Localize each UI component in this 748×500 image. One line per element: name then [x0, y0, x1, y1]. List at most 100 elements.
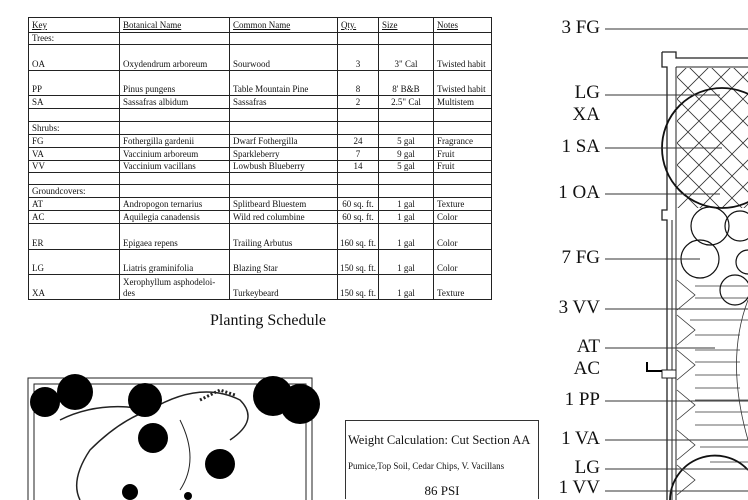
cell-size: 2.5" Cal: [378, 95, 434, 109]
plan-label: 1 SA: [561, 136, 600, 157]
table-row: SA Sassafras albidum Sassafras 2 2.5" Cal Mul…: [28, 95, 492, 109]
table-row: AC Aquilegia canadensis Wild red columbine…: [28, 210, 492, 224]
cell-size: 1 gal: [378, 210, 434, 224]
section-label: Trees:: [28, 32, 120, 45]
empty-cell: [433, 184, 492, 198]
section-row: Groundcovers:: [28, 184, 492, 198]
cell-notes: Color: [433, 223, 492, 250]
table-row: ER Epigaea repens Trailing Arbutus 160 sq. …: [28, 223, 492, 250]
cell-common-name: Trailing Arbutus: [229, 223, 338, 250]
plan-label: AT: [576, 336, 600, 357]
section-label: Groundcovers:: [28, 184, 120, 198]
cell-qty: 7: [337, 147, 379, 161]
plan-label: LG: [574, 82, 600, 103]
cell-common-name: Dwarf Fothergilla: [229, 134, 338, 148]
cell-size: 8' B&B: [378, 70, 434, 96]
empty-cell: [229, 121, 338, 135]
col-common: Common Name: [229, 17, 338, 33]
blank-row: [28, 108, 492, 122]
cell-botanical-name: Fothergilla gardenii: [119, 134, 230, 148]
cell-qty: 3: [337, 44, 379, 71]
cut-section-drawing: [605, 28, 748, 500]
cell-notes: Texture: [433, 197, 492, 211]
cell-key: PP: [28, 70, 120, 96]
cell-qty: 14: [337, 160, 379, 173]
cell-key: VV: [28, 160, 120, 173]
table-row: PP Pinus pungens Table Mountain Pine 8 8' B&…: [28, 70, 492, 96]
cell-size: 1 gal: [378, 197, 434, 211]
cell-key: OA: [28, 44, 120, 71]
cell-size: 1 gal: [378, 274, 434, 300]
cell-notes: Fragrance: [433, 134, 492, 148]
empty-cell: [119, 108, 230, 122]
cell-notes: Multistem: [433, 95, 492, 109]
cell-size: 1 gal: [378, 223, 434, 250]
cell-botanical-name: Vaccinium vacillans: [119, 160, 230, 173]
table-row: LG Liatris graminifolia Blazing Star 150 sq…: [28, 249, 492, 275]
schedule-caption: Planting Schedule: [210, 312, 326, 329]
cell-key: SA: [28, 95, 120, 109]
cell-common-name: Splitbeard Bluestem: [229, 197, 338, 211]
weight-title: Weight Calculation: Cut Section AA: [348, 433, 531, 447]
cell-size: 5 gal: [378, 160, 434, 173]
cell-notes: Texture: [433, 274, 492, 300]
cell-key: XA: [28, 274, 120, 300]
cell-botanical-name: Xerophyllum asphodeloi-des: [119, 274, 230, 300]
cell-common-name: Sourwood: [229, 44, 338, 71]
cell-common-name: Turkeybeard: [229, 274, 338, 300]
section-row: Shrubs:: [28, 121, 492, 135]
cell-common-name: Blazing Star: [229, 249, 338, 275]
cell-notes: Twisted habit: [433, 70, 492, 96]
cell-qty: 60 sq. ft.: [337, 210, 379, 224]
plan-label: 1 VA: [561, 428, 600, 449]
empty-cell: [433, 108, 492, 122]
plan-label: 1 OA: [558, 182, 600, 203]
empty-cell: [229, 184, 338, 198]
plan-label: 7 FG: [561, 247, 600, 268]
section-row: Trees:: [28, 32, 492, 45]
cell-qty: 24: [337, 134, 379, 148]
cell-qty: 60 sq. ft.: [337, 197, 379, 211]
table-row: FG Fothergilla gardenii Dwarf Fothergilla 2…: [28, 134, 492, 148]
cell-botanical-name: Epigaea repens: [119, 223, 230, 250]
empty-cell: [337, 172, 379, 185]
cell-botanical-name: Pinus pungens: [119, 70, 230, 96]
cell-notes: Color: [433, 210, 492, 224]
cell-key: LG: [28, 249, 120, 275]
cell-common-name: Wild red columbine: [229, 210, 338, 224]
cell-common-name: Sparkleberry: [229, 147, 338, 161]
cell-size: 5 gal: [378, 134, 434, 148]
planting-schedule-table: Key Botanical Name Common Name Qty. Size…: [28, 17, 492, 300]
empty-cell: [433, 121, 492, 135]
empty-cell: [337, 121, 379, 135]
empty-cell: [337, 108, 379, 122]
cell-size: 3" Cal: [378, 44, 434, 71]
table-row: AT Andropogon ternarius Splitbeard Blueste…: [28, 197, 492, 211]
cell-qty: 150 sq. ft.: [337, 274, 379, 300]
cell-botanical-name: Oxydendrum arboreum: [119, 44, 230, 71]
empty-cell: [229, 108, 338, 122]
plan-label: LG: [574, 457, 600, 478]
empty-cell: [119, 172, 230, 185]
cell-size: 9 gal: [378, 147, 434, 161]
col-size: Size: [378, 17, 434, 33]
section-label: Shrubs:: [28, 121, 120, 135]
cell-size: 1 gal: [378, 249, 434, 275]
empty-cell: [433, 32, 492, 45]
cell-common-name: Sassafras: [229, 95, 338, 109]
cell-notes: Fruit: [433, 160, 492, 173]
col-notes: Notes: [433, 17, 492, 33]
cell-key: FG: [28, 134, 120, 148]
empty-cell: [119, 184, 230, 198]
plan-label: 1 PP: [564, 389, 600, 410]
empty-cell: [378, 32, 434, 45]
cell-notes: Twisted habit: [433, 44, 492, 71]
cell-botanical-name: Sassafras albidum: [119, 95, 230, 109]
cell-qty: 2: [337, 95, 379, 109]
cell-botanical-name: Vaccinium arboreum: [119, 147, 230, 161]
cell-notes: Fruit: [433, 147, 492, 161]
empty-cell: [229, 172, 338, 185]
empty-cell: [378, 121, 434, 135]
empty-cell: [28, 108, 120, 122]
col-botanical: Botanical Name: [119, 17, 230, 33]
